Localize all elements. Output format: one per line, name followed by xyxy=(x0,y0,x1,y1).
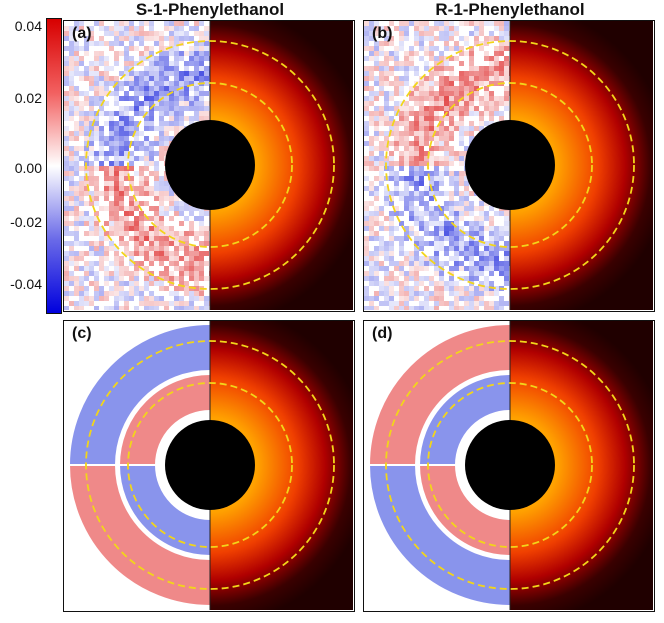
beam-block xyxy=(465,120,555,210)
difference-half xyxy=(64,321,210,610)
difference-half xyxy=(364,321,510,610)
panel-c-s-simulated: (c) xyxy=(63,320,355,612)
dashed-ring xyxy=(85,340,335,590)
colorbar-tick: 0.04 xyxy=(14,18,42,34)
colorbar-tick: -0.02 xyxy=(10,214,42,230)
dashed-ring xyxy=(427,82,593,248)
beam-block xyxy=(465,420,555,510)
colorbar xyxy=(46,18,62,314)
title-left: S-1-Phenylethanol xyxy=(135,0,285,19)
colorbar-tick: -0.04 xyxy=(10,276,42,292)
dashed-ring xyxy=(85,40,335,290)
panel-d-r-simulated: (d) xyxy=(363,320,655,612)
dashed-ring xyxy=(385,340,635,590)
dashed-ring xyxy=(427,382,593,548)
panel-a-s-experimental: (a) xyxy=(63,20,355,312)
dashed-ring xyxy=(385,40,635,290)
colorbar-tick: 0.02 xyxy=(14,90,42,106)
panel-b-r-experimental: (b) xyxy=(363,20,655,312)
beam-block xyxy=(165,120,255,210)
panel-label: (c) xyxy=(72,325,92,342)
title-right: R-1-Phenylethanol xyxy=(435,0,585,19)
panel-label: (b) xyxy=(372,25,393,42)
dashed-ring xyxy=(127,82,293,248)
panel-label: (d) xyxy=(372,325,393,342)
beam-block xyxy=(165,420,255,510)
colorbar-tick: 0.00 xyxy=(14,160,42,176)
dashed-ring xyxy=(127,382,293,548)
panel-label: (a) xyxy=(72,25,92,42)
